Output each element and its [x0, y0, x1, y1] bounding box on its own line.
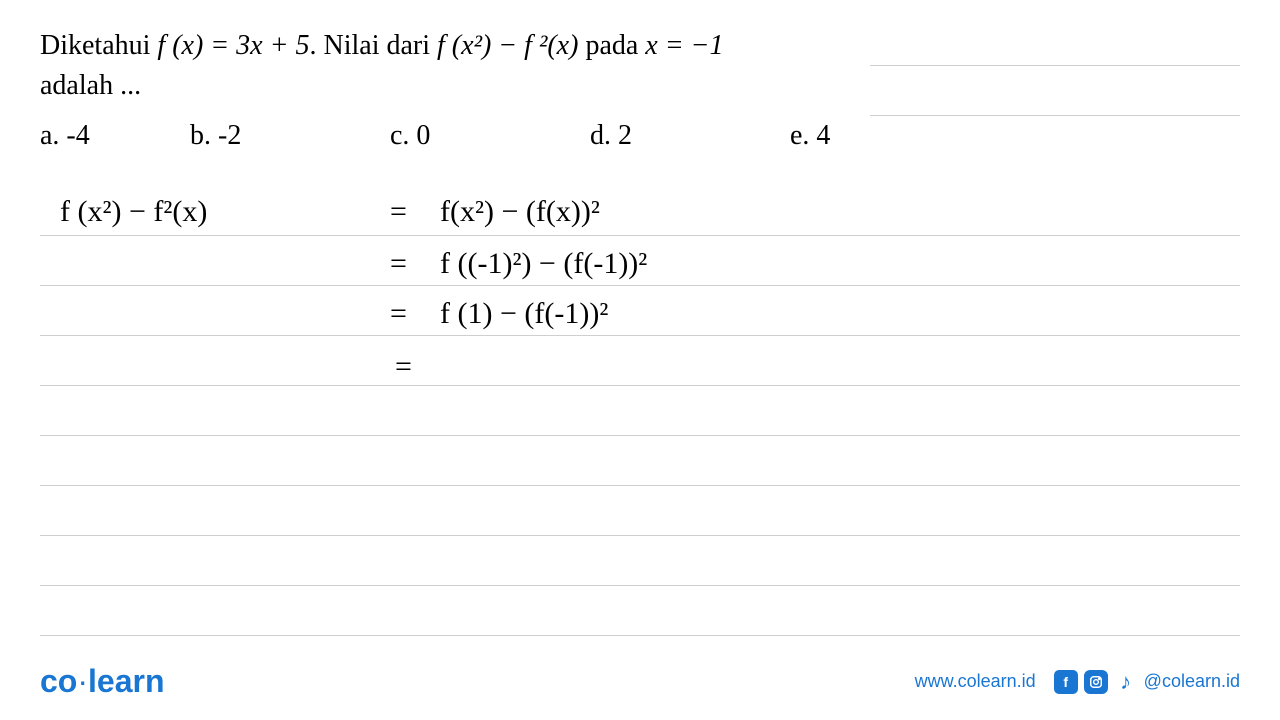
options-row: a. -4 b. -2 c. 0 d. 2 e. 4: [40, 120, 1240, 152]
side-rule-line: [870, 115, 1240, 116]
footer: co·learn www.colearn.id f ♪ @colearn.id: [40, 663, 1240, 700]
rule-line: [40, 335, 1240, 336]
rule-line: [40, 535, 1240, 536]
option-c: c. 0: [390, 120, 590, 152]
handwriting-row1-eq: =: [390, 195, 407, 229]
logo-learn: learn: [88, 663, 164, 699]
q-math-fx: f (x) = 3x + 5: [157, 30, 309, 61]
handwriting-row2-right: f ((-1)²) − (f(-1))²: [440, 247, 647, 281]
question-line-2: adalah ...: [40, 70, 1240, 102]
footer-right: www.colearn.id f ♪ @colearn.id: [915, 670, 1240, 694]
option-d: d. 2: [590, 120, 790, 152]
rule-line: [40, 235, 1240, 236]
tiktok-icon: ♪: [1114, 670, 1138, 694]
handwriting-row1-right: f(x²) − (f(x))²: [440, 195, 600, 229]
logo-dot: ·: [77, 663, 88, 699]
logo-co: co: [40, 663, 77, 699]
q-text-1: Diketahui: [40, 30, 157, 61]
q-math-xval: x = −1: [645, 30, 723, 61]
handwriting-row3-eq: =: [390, 297, 407, 331]
option-b: b. -2: [190, 120, 390, 152]
q-text-3: pada: [578, 30, 645, 61]
handwriting-row1-left: f (x²) − f²(x): [60, 195, 207, 229]
handwriting-row2-eq: =: [390, 247, 407, 281]
rule-line: [40, 585, 1240, 586]
handwriting-row4-eq: =: [395, 350, 412, 384]
ruled-paper-area: f (x²) − f²(x) = f(x²) − (f(x))² = f ((-…: [40, 185, 1240, 640]
rule-line: [40, 435, 1240, 436]
social-icons: f ♪ @colearn.id: [1054, 670, 1240, 694]
rule-line: [40, 385, 1240, 386]
website-url: www.colearn.id: [915, 671, 1036, 692]
question-line-1: Diketahui f (x) = 3x + 5. Nilai dari f (…: [40, 30, 1240, 62]
option-a: a. -4: [40, 120, 190, 152]
q-math-expr: f (x²) − f ²(x): [437, 30, 578, 61]
rule-line: [40, 635, 1240, 636]
facebook-icon: f: [1054, 670, 1078, 694]
side-rule-line: [870, 65, 1240, 66]
rule-line: [40, 485, 1240, 486]
q-text-2: . Nilai dari: [310, 30, 438, 61]
instagram-icon: [1084, 670, 1108, 694]
social-handle: @colearn.id: [1144, 671, 1240, 692]
option-e: e. 4: [790, 120, 910, 152]
brand-logo: co·learn: [40, 663, 164, 700]
page-container: Diketahui f (x) = 3x + 5. Nilai dari f (…: [0, 0, 1280, 720]
rule-line: [40, 285, 1240, 286]
handwriting-row3-right: f (1) − (f(-1))²: [440, 297, 608, 331]
